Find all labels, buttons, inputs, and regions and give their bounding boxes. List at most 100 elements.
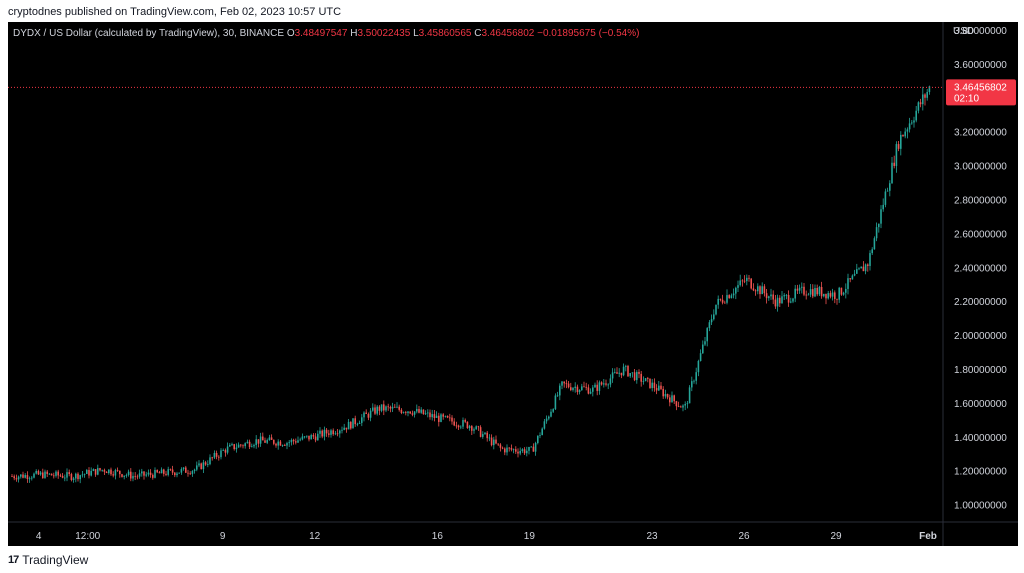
candle-body — [706, 328, 708, 342]
candle-body — [845, 288, 847, 293]
candle-body — [486, 432, 488, 439]
candle-body — [145, 474, 147, 476]
price-chart[interactable]: USD 1.00000000 1.20000000 1.40000000 1.60000… — [8, 22, 1018, 546]
candle-body — [559, 385, 561, 396]
candle-body — [875, 227, 878, 239]
candle-body — [244, 443, 246, 447]
candle-body — [143, 471, 145, 476]
candle-body — [677, 406, 680, 407]
candle-body — [908, 123, 911, 130]
candle-body — [902, 134, 904, 137]
candle-body — [719, 298, 722, 300]
candle-body — [297, 440, 299, 443]
candle-body — [699, 353, 702, 361]
candle-body — [499, 444, 502, 448]
candle-body — [207, 464, 209, 465]
chart-area[interactable]: USD 1.00000000 1.20000000 1.40000000 1.60000… — [8, 22, 1018, 546]
candle-body — [20, 474, 22, 477]
candle-body — [262, 436, 264, 441]
candle-body — [310, 435, 312, 440]
candle-body — [497, 443, 499, 445]
candle-body — [581, 386, 583, 391]
x-tick-label: 23 — [646, 531, 658, 542]
candle-body — [517, 451, 519, 454]
candle-body — [255, 439, 257, 445]
candle-body — [341, 429, 343, 431]
y-tick-label: 1.40000000 — [954, 433, 1007, 444]
candle-body — [365, 412, 367, 414]
candle-body — [647, 378, 649, 379]
candle-body — [583, 386, 585, 388]
candle-body — [264, 440, 266, 443]
candle-body — [642, 381, 645, 382]
candle-body — [627, 365, 629, 377]
candle-body — [369, 410, 372, 418]
candle-body — [440, 414, 442, 422]
candle-body — [900, 134, 902, 149]
candle-body — [306, 435, 308, 437]
candle-body — [871, 249, 873, 254]
candle-body — [673, 395, 675, 402]
candle-body — [301, 436, 304, 440]
candle-body — [213, 452, 216, 458]
y-tick-label: 2.00000000 — [954, 331, 1007, 342]
candle-body — [389, 407, 392, 409]
candle-body — [539, 435, 541, 436]
candle-body — [189, 473, 191, 475]
candle-body — [851, 275, 854, 280]
candle-body — [391, 406, 394, 409]
candle-body — [715, 304, 717, 315]
price-tag-countdown: 02:10 — [954, 93, 979, 104]
candle-body — [308, 435, 310, 440]
candle-body — [141, 471, 143, 474]
candle-body — [332, 430, 334, 435]
candle-body — [347, 421, 350, 430]
candle-body — [761, 286, 763, 295]
candle-body — [295, 441, 297, 443]
price-tag-box — [946, 79, 1016, 106]
candle-body — [763, 286, 766, 294]
candle-body — [187, 472, 189, 474]
candle-body — [660, 385, 662, 389]
candle-body — [915, 110, 917, 121]
candle-body — [713, 314, 715, 320]
candle-body — [827, 293, 829, 299]
candle-body — [708, 322, 711, 329]
candle-body — [730, 295, 733, 299]
candle-body — [101, 469, 103, 471]
publish-info: cryptodnes published on TradingView.com,… — [8, 6, 342, 18]
candle-body — [490, 437, 493, 446]
candle-body — [222, 450, 224, 451]
candle-body — [116, 470, 119, 471]
candle-body — [466, 421, 469, 429]
candle-body — [477, 426, 480, 428]
open-label: O — [286, 28, 295, 39]
candle-body — [191, 471, 194, 474]
candle-body — [506, 447, 508, 453]
candle-body — [343, 427, 345, 430]
x-tick-label: 26 — [738, 531, 750, 542]
candle-body — [884, 191, 887, 205]
candle-body — [83, 473, 86, 475]
candle-body — [387, 406, 389, 408]
candle-body — [435, 415, 438, 418]
candle-body — [273, 439, 275, 444]
candle-body — [121, 474, 123, 477]
candle-body — [352, 418, 354, 429]
candle-body — [609, 378, 612, 385]
candle-body — [53, 475, 55, 477]
candle-body — [882, 204, 884, 210]
candle-body — [596, 384, 598, 391]
candle-body — [77, 473, 79, 480]
candle-body — [411, 413, 414, 415]
candle-body — [666, 394, 669, 398]
candle-body — [704, 341, 706, 345]
candle-body — [565, 383, 568, 385]
candle-body — [926, 92, 928, 98]
candle-body — [669, 397, 671, 403]
candle-body — [433, 414, 436, 418]
candle-body — [464, 420, 466, 422]
candle-body — [37, 470, 40, 475]
close-label: C — [474, 28, 482, 39]
price-tag-value: 3.46456802 — [954, 82, 1007, 93]
